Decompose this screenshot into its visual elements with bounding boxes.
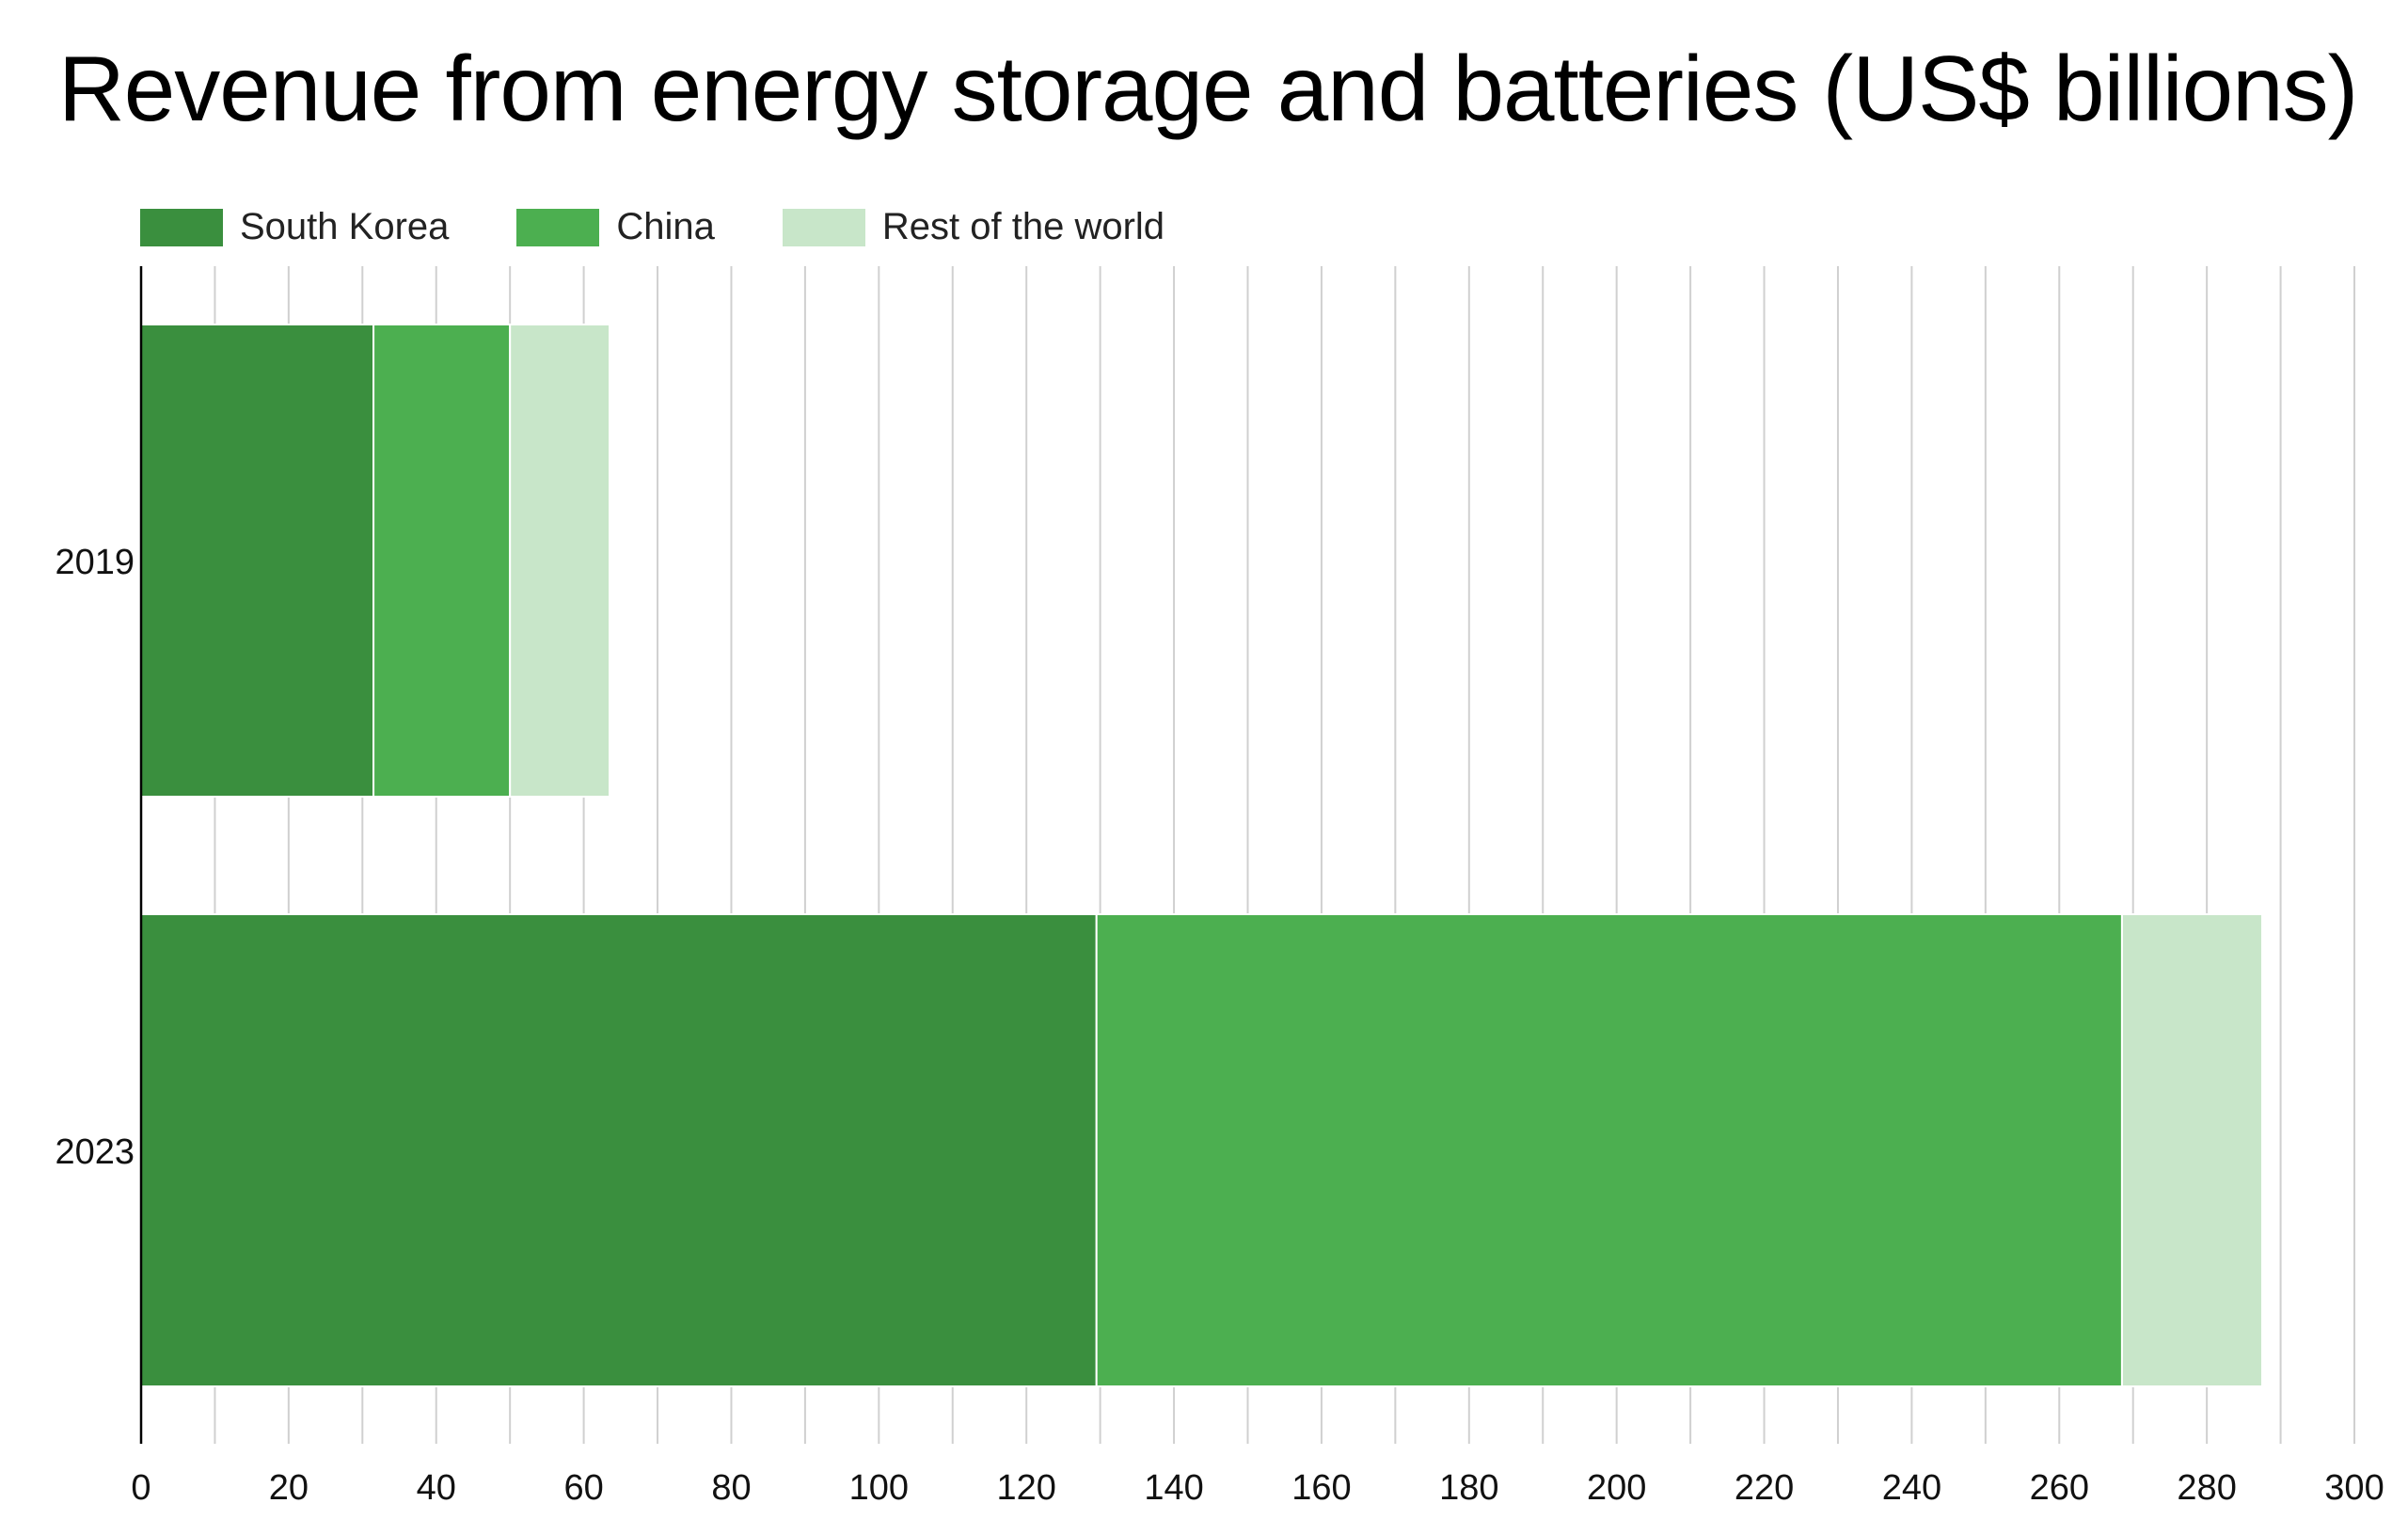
legend-swatch [516,208,600,246]
x-tick-label: 100 [849,1468,909,1508]
x-tick-label: 260 [2030,1468,2089,1508]
x-tick-label: 160 [1291,1468,1351,1508]
x-tick-label: 140 [1144,1468,1203,1508]
x-tick-label: 220 [1735,1468,1794,1508]
legend-swatch [782,208,865,246]
x-tick-label: 300 [2324,1468,2384,1508]
x-tick-label: 40 [417,1468,456,1508]
legend-swatch [140,208,223,246]
y-category-label: 2023 [55,1132,135,1172]
bar-segment [372,324,512,798]
x-tick-label: 0 [131,1468,150,1508]
x-tick-label: 240 [1882,1468,1941,1508]
bar-segment [140,324,375,798]
legend-item: Rest of the world [782,206,1165,248]
bar-segment [2120,913,2263,1387]
bar-segment [509,324,611,798]
bar-segment [1095,913,2123,1387]
x-tick-label: 180 [1439,1468,1498,1508]
x-tick-label: 60 [563,1468,603,1508]
bar-segment [140,913,1098,1387]
axes: 0 20 40 60 80 100 120 140 160 180 200 220 240 260 280 3… [55,266,2384,1508]
x-tick-label: 200 [1587,1468,1646,1508]
x-tick-label: 20 [269,1468,309,1508]
legend-label: China [616,206,715,247]
legend: South Korea China Rest of the world [140,206,1232,248]
x-tick-label: 80 [711,1468,751,1508]
bars [140,324,2263,1387]
chart-title: Revenue from energy storage and batterie… [58,37,2358,140]
x-tick-label: 280 [2177,1468,2236,1508]
legend-label: Rest of the world [881,206,1165,247]
x-tick-label: 120 [996,1468,1055,1508]
legend-item: China [516,206,715,248]
legend-label: South Korea [240,206,450,247]
legend-item: South Korea [140,206,449,248]
y-category-label: 2019 [55,543,135,582]
